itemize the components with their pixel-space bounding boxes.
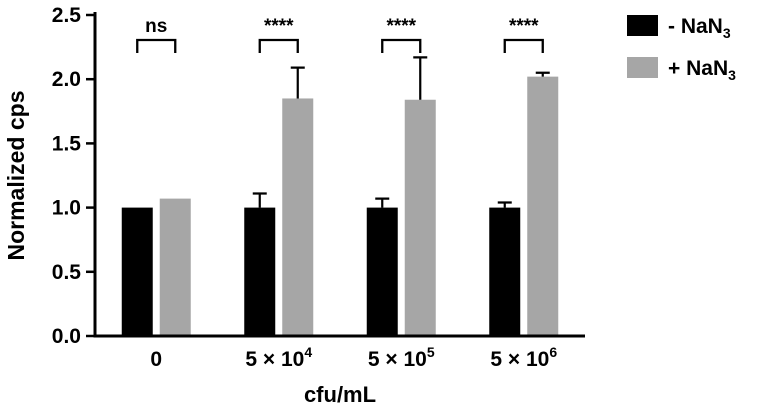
y-axis-title: Normalized cps — [3, 91, 29, 261]
y-tick-label: 0.5 — [52, 261, 82, 284]
error-bar — [252, 192, 267, 208]
bar-minus-nan3 — [489, 207, 521, 336]
significance-bracket — [258, 38, 299, 53]
significance-bracket — [381, 38, 422, 53]
bar-minus-nan3 — [244, 207, 276, 336]
y-tick-label: 1.5 — [52, 132, 82, 155]
significance-bracket — [136, 38, 177, 53]
significance-label: **** — [509, 16, 539, 37]
significance-label: **** — [386, 16, 416, 37]
legend-swatch — [627, 15, 658, 36]
error-bar — [375, 197, 390, 208]
x-category-label: 5 × 104 — [245, 344, 312, 371]
legend-label: + NaN3 — [668, 57, 736, 83]
y-tick-label: 2.0 — [52, 68, 81, 91]
x-category-label: 0 — [150, 348, 162, 371]
x-category-label: 5 × 106 — [490, 344, 557, 371]
legend-swatch — [627, 57, 658, 78]
legend-label: - NaN3 — [668, 15, 731, 41]
bar-minus-nan3 — [121, 207, 153, 336]
error-bar — [535, 71, 550, 77]
error-bar — [290, 66, 305, 99]
bar-plus-nan3 — [159, 198, 191, 336]
bar-plus-nan3 — [404, 99, 436, 336]
x-category-label: 5 × 105 — [368, 344, 435, 371]
significance-bracket — [503, 38, 544, 53]
error-bar — [413, 56, 428, 100]
bar-plus-nan3 — [282, 98, 314, 337]
x-axis-title: cfu/mL — [304, 382, 376, 407]
y-tick-label: 1.0 — [52, 197, 81, 220]
bar-plus-nan3 — [527, 76, 559, 336]
error-bar — [497, 201, 512, 208]
y-tick-label: 2.5 — [52, 4, 82, 27]
bar-minus-nan3 — [366, 207, 398, 336]
significance-label: ns — [145, 16, 167, 37]
significance-label: **** — [264, 16, 294, 37]
y-tick-label: 0.0 — [52, 325, 81, 348]
